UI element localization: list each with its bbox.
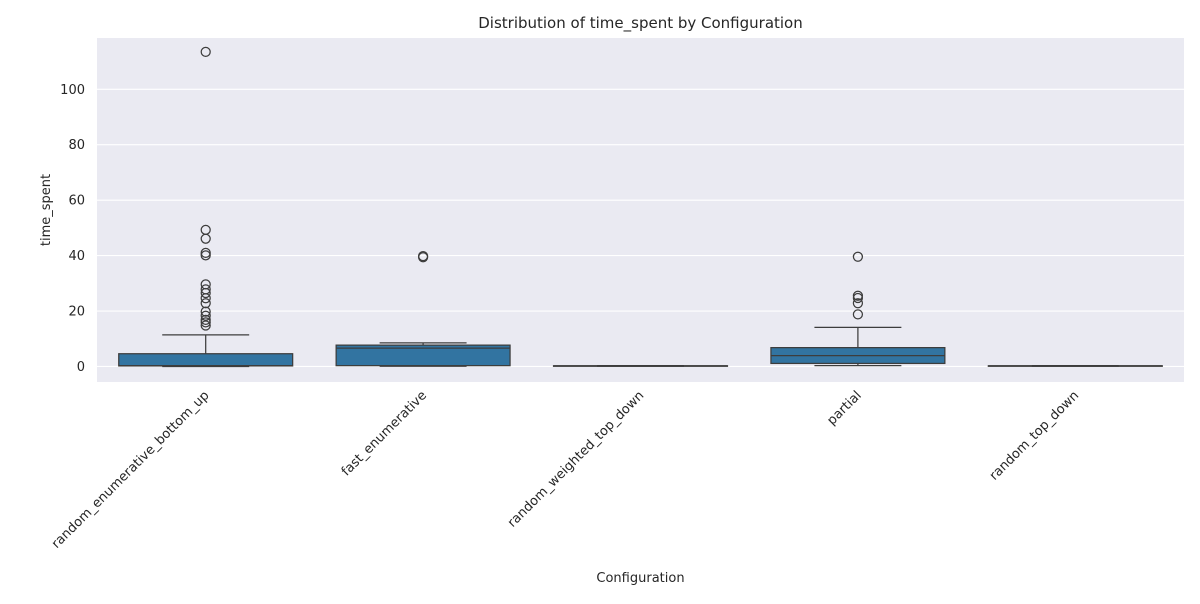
y-axis-label: time_spent (39, 174, 54, 246)
outlier-point (200, 293, 211, 304)
outlier-point (200, 250, 211, 261)
outlier-point (852, 292, 864, 304)
box-random_enumerative_bottom_up (118, 353, 294, 367)
outlier-point (200, 317, 211, 328)
outlier-point (200, 320, 211, 331)
x-tick-label: random_weighted_top_down (505, 388, 647, 530)
outlier-point (852, 309, 864, 320)
outlier-point (200, 46, 211, 57)
outlier-point (200, 314, 211, 326)
outlier-point (852, 298, 864, 309)
y-tick-label: 60 (68, 194, 85, 209)
x-tick-label: random_top_down (987, 388, 1082, 483)
y-tick-label: 0 (77, 360, 85, 375)
outlier-point (200, 298, 211, 309)
y-tick-label: 100 (60, 83, 85, 98)
outlier-point (200, 233, 211, 244)
chart-title: Distribution of time_spent by Configurat… (478, 14, 803, 33)
y-tick-label: 80 (68, 138, 85, 153)
outlier-point (200, 306, 211, 317)
x-axis-label: Configuration (596, 571, 684, 586)
outlier-point (200, 310, 211, 321)
x-tick-label: random_enumerative_bottom_up (49, 388, 213, 552)
y-tick-label: 40 (68, 249, 85, 264)
outlier-point (200, 287, 211, 299)
plot-area (97, 38, 1184, 382)
outlier-point (417, 251, 429, 262)
outlier-point (200, 247, 211, 258)
y-tick-label: 20 (68, 305, 85, 320)
x-tick-label: fast_enumerative (339, 388, 430, 479)
outlier-point (852, 251, 864, 262)
x-tick-label: partial (825, 388, 865, 428)
box-fast_enumerative (335, 344, 511, 367)
